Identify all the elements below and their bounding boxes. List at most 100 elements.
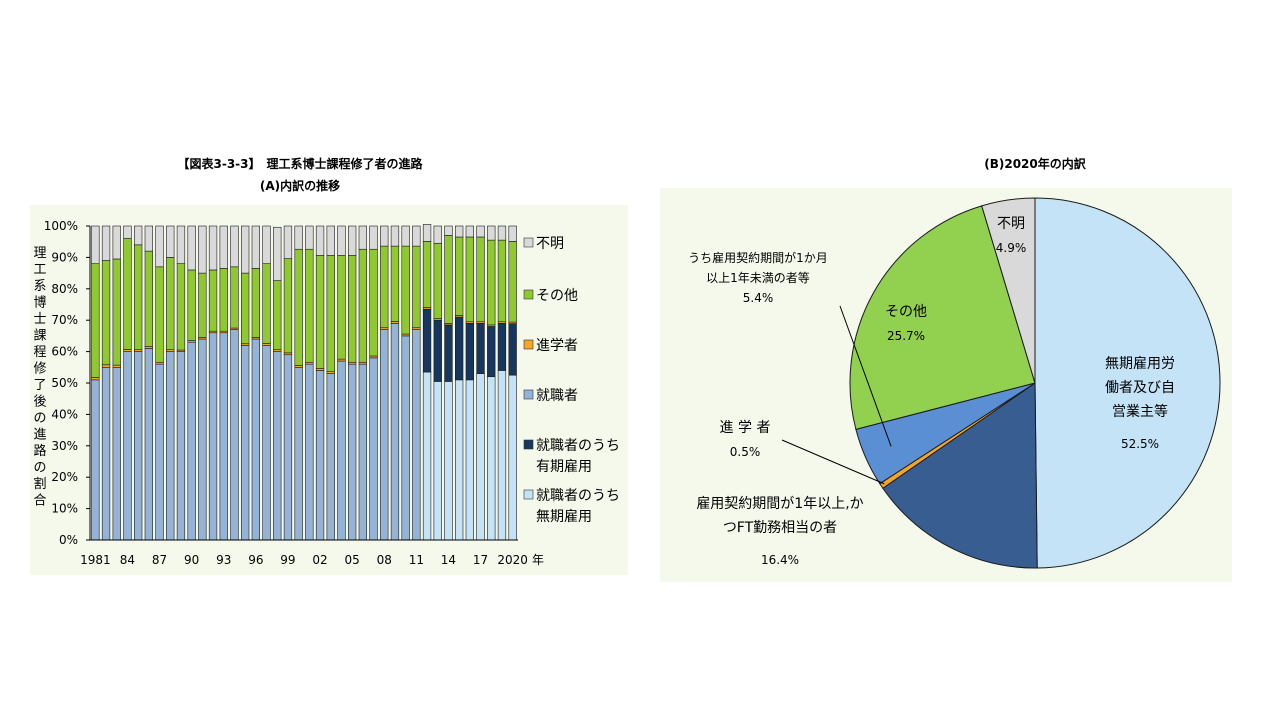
y-axis-label-char: の <box>33 461 46 476</box>
x-tick-label: 14 <box>441 553 456 567</box>
y-axis-label-char: 士 <box>33 312 46 327</box>
legend-label: 不明 <box>536 236 564 252</box>
x-tick-label: 08 <box>377 553 392 567</box>
bar-segment <box>144 250 154 347</box>
y-tick-label: 50% <box>51 376 78 390</box>
pie-slice <box>1034 197 1221 569</box>
bars <box>90 224 518 541</box>
bar-segment <box>465 225 475 238</box>
x-tick-label: 96 <box>248 553 263 567</box>
bar-segment <box>208 225 218 271</box>
bar-segment <box>401 225 410 247</box>
bar-segment <box>208 332 218 541</box>
y-axis-label-char: 修 <box>33 362 46 377</box>
bar-segment <box>326 255 335 372</box>
bar-segment <box>454 225 464 238</box>
bar-segment <box>347 363 357 541</box>
bar-segment <box>240 225 250 274</box>
bar-segment <box>433 381 442 541</box>
bar-segment <box>476 373 485 541</box>
pie-label: 進 学 者 <box>720 420 771 436</box>
bar-segment <box>476 236 485 323</box>
pie-label: 不明 <box>997 216 1025 232</box>
legend-label: 就職者のうち <box>536 438 620 454</box>
bar-segment <box>305 225 314 250</box>
bar-segment <box>294 366 303 541</box>
bar-segment <box>326 373 335 541</box>
bar-segment <box>444 225 453 236</box>
bar-segment <box>401 335 410 541</box>
x-tick-label: 17 <box>473 553 488 567</box>
bar-segment <box>133 225 143 246</box>
x-axis-unit: 年 <box>532 553 544 567</box>
y-axis-label-char: 割 <box>33 476 46 492</box>
pie-value-label: 0.5% <box>730 445 761 459</box>
y-axis-label-char: 後 <box>33 395 46 410</box>
bar-segment <box>123 351 132 541</box>
bar-segment <box>380 225 389 247</box>
bar-segment <box>433 225 442 244</box>
bar-segment <box>465 323 475 381</box>
bar-segment <box>251 338 261 541</box>
bar-segment <box>305 363 314 541</box>
bar-segment <box>166 225 175 258</box>
y-axis-label-char: の <box>33 411 46 426</box>
y-tick-label: 0% <box>59 533 78 547</box>
y-axis-label-char: 理 <box>33 246 46 261</box>
bar-segment <box>358 363 368 541</box>
bar-segment <box>412 245 421 329</box>
bar-segment <box>144 225 154 252</box>
y-axis-label-char: 系 <box>33 279 46 294</box>
bar-segment <box>240 345 250 541</box>
bar-segment <box>465 379 475 541</box>
bar-segment <box>101 260 111 366</box>
pie-value-label: 5.4% <box>743 291 774 305</box>
x-tick-label: 90 <box>184 553 199 567</box>
x-axis-ticks: 1981 84 87 90 93 96 99 02 05 08 11 14 17 2020 <box>80 553 528 567</box>
bar-segment <box>240 272 250 345</box>
bar-segment <box>198 272 207 338</box>
bar-segment <box>283 225 293 259</box>
bar-segment <box>166 351 175 541</box>
bar-segment <box>497 239 507 323</box>
legend-swatch <box>523 439 534 450</box>
bar-segment <box>444 381 453 541</box>
pie-slice <box>849 205 1036 430</box>
bar-segment <box>230 266 239 329</box>
bar-segment <box>283 354 293 541</box>
bar-segment <box>294 248 303 366</box>
pie-label: 以上1年未満の者等 <box>706 271 810 285</box>
pie-slice <box>882 382 1038 569</box>
y-axis-label-char: 進 <box>33 428 46 443</box>
legend-label: 進学者 <box>536 338 578 354</box>
bar-segment <box>262 345 271 541</box>
y-tick-label: 60% <box>51 345 78 359</box>
bar-segment <box>422 371 432 541</box>
legend-swatch <box>523 289 534 300</box>
pie-label: 営業主等 <box>1112 403 1168 420</box>
pie-label: その他 <box>885 304 927 320</box>
pie-value-label: 16.4% <box>761 553 799 567</box>
bar-segment <box>273 280 282 351</box>
bar-segment <box>390 323 400 541</box>
bar-segment <box>390 225 400 247</box>
bar-segment <box>123 225 132 239</box>
pie-label: 雇用契約期間が1年以上,か <box>696 495 863 512</box>
pie-label: 無期雇用労 <box>1105 355 1175 372</box>
bar-segment <box>176 225 186 264</box>
bar-segment <box>155 363 164 541</box>
bar-segment <box>465 236 475 323</box>
y-axis-label-char: 課 <box>33 328 46 344</box>
bar-segment <box>219 225 228 269</box>
y-axis-label-char: 工 <box>33 263 46 278</box>
bar-segment <box>508 241 517 323</box>
bar-segment <box>369 357 378 541</box>
y-tick-label: 90% <box>51 250 78 264</box>
y-axis-label-char: 了 <box>33 378 46 393</box>
bar-segment <box>380 245 389 329</box>
bar-segment <box>412 329 421 541</box>
bar-segment <box>123 238 132 350</box>
